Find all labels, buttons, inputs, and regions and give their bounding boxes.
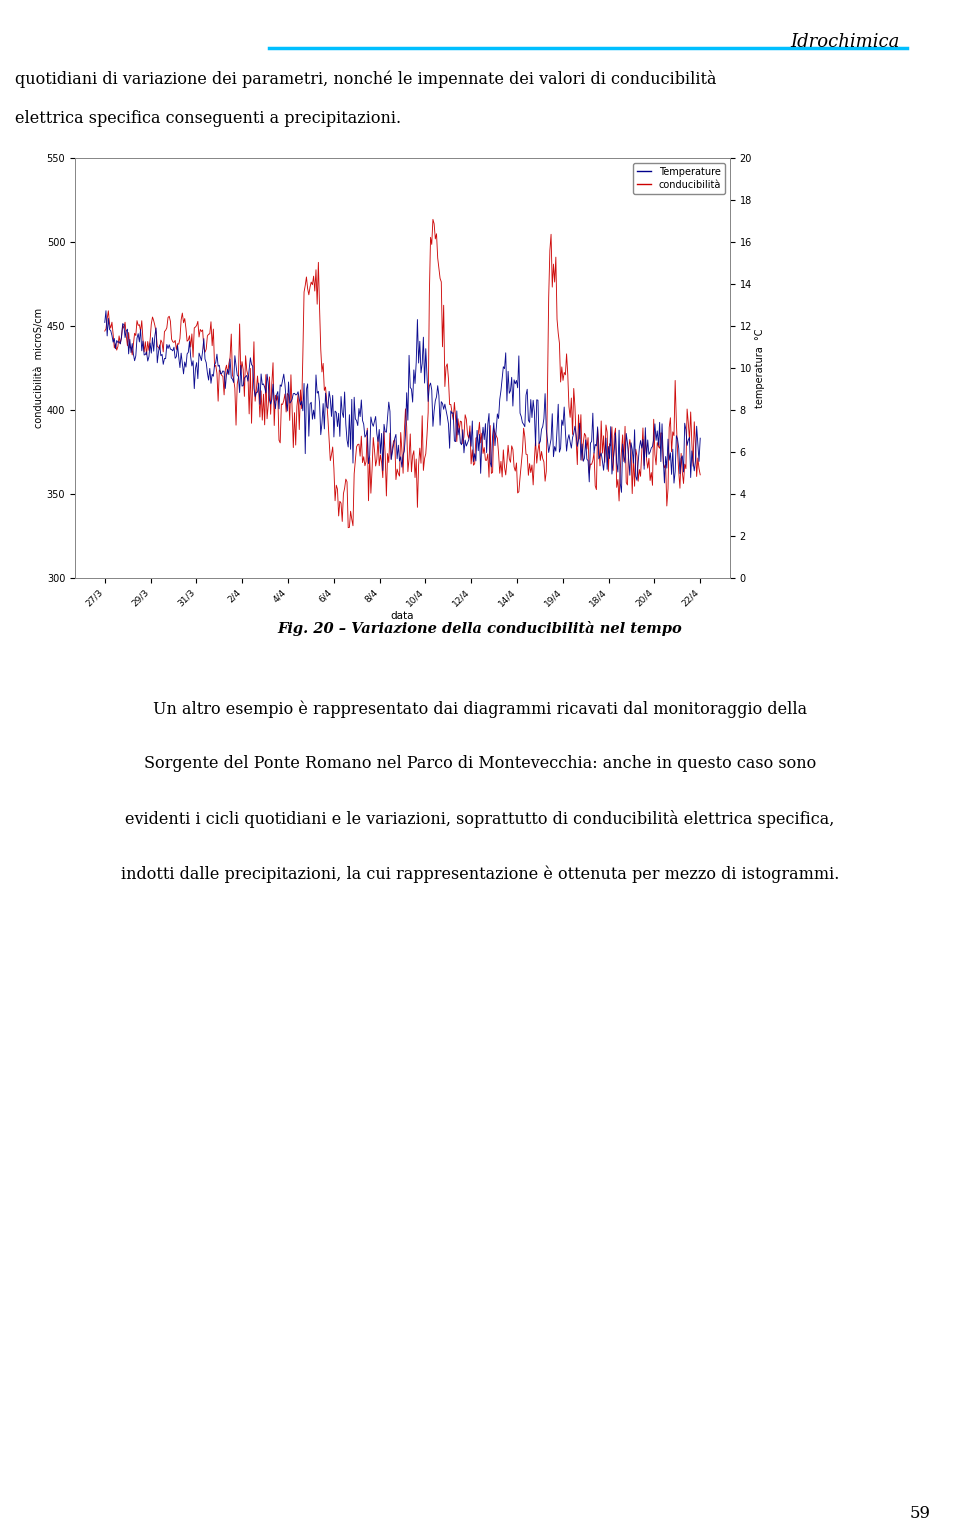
Text: indotti dalle precipitazioni, la cui rappresentazione è ottenuta per mezzo di is: indotti dalle precipitazioni, la cui rap… xyxy=(121,865,839,883)
Text: evidenti i cicli quotidiani e le variazioni, soprattutto di conducibilità elettr: evidenti i cicli quotidiani e le variazi… xyxy=(126,809,834,828)
Legend: Temperature, conducibilità: Temperature, conducibilità xyxy=(633,163,725,194)
Text: elettrica specifica conseguenti a precipitazioni.: elettrica specifica conseguenti a precip… xyxy=(15,111,401,127)
Text: Sorgente del Ponte Romano nel Parco di Montevecchia: anche in questo caso sono: Sorgente del Ponte Romano nel Parco di M… xyxy=(144,756,816,773)
Text: 59: 59 xyxy=(909,1504,930,1522)
Text: Idrochimica: Idrochimica xyxy=(790,32,900,51)
Y-axis label: conducibilità  microS/cm: conducibilità microS/cm xyxy=(34,307,44,429)
Y-axis label: temperatura  °C: temperatura °C xyxy=(755,329,765,407)
Text: quotidiani di variazione dei parametri, nonché le impennate dei valori di conduc: quotidiani di variazione dei parametri, … xyxy=(15,71,717,88)
X-axis label: data: data xyxy=(391,611,415,621)
Text: Un altro esempio è rappresentato dai diagrammi ricavati dal monitoraggio della: Un altro esempio è rappresentato dai dia… xyxy=(153,700,807,717)
Text: Fig. 20 – Variazione della conducibilità nel tempo: Fig. 20 – Variazione della conducibilità… xyxy=(277,621,683,636)
